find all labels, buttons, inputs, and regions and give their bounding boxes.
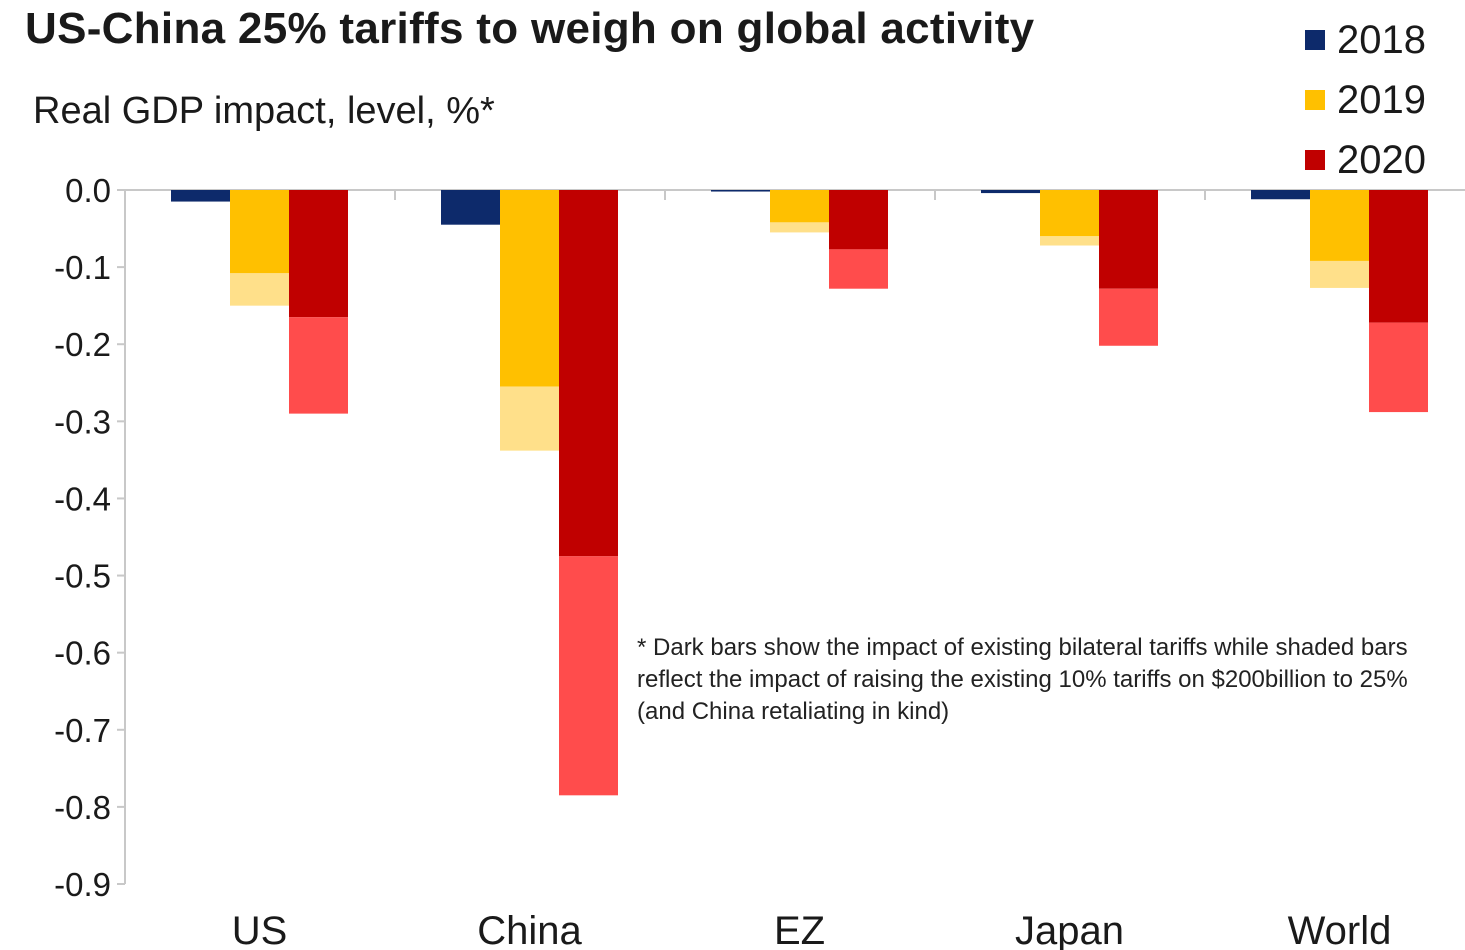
bar-2018-world-existing [1251,190,1310,200]
bar-2020-china-shaded [559,556,618,796]
chart-bars [171,190,1428,796]
bar-2019-ez-shaded [770,222,829,233]
bar-2020-ez-existing [829,190,888,250]
bar-2019-us-shaded [230,273,289,306]
y-tick-label: -0.6 [54,635,111,672]
bar-2020-us-shaded [289,317,348,414]
y-tick-label: -0.2 [54,326,111,363]
bar-2020-us-existing [289,190,348,318]
chart-legend: 2018 2019 2020 [1305,10,1426,190]
x-tick-label: EZ [774,909,825,950]
bar-2018-ez-existing [711,190,770,192]
bar-2019-japan-existing [1040,190,1099,237]
bar-2019-ez-existing [770,190,829,223]
y-tick-label: -0.1 [54,249,111,286]
legend-item-2019: 2019 [1305,70,1426,130]
chart-title: US-China 25% tariffs to weigh on global … [25,4,1035,53]
x-tick-label: World [1288,909,1392,950]
legend-label-2018: 2018 [1337,17,1426,62]
y-tick-label: -0.3 [54,403,111,440]
legend-item-2020: 2020 [1305,130,1426,190]
legend-label-2020: 2020 [1337,137,1426,182]
bar-2020-japan-existing [1099,190,1158,289]
bar-2018-us-existing [171,190,230,202]
legend-label-2019: 2019 [1337,77,1426,122]
bar-2020-ez-shaded [829,249,888,289]
bar-2020-japan-shaded [1099,288,1158,346]
y-tick-label: -0.9 [54,866,111,903]
bar-2019-world-existing [1310,190,1369,261]
y-tick-label: -0.7 [54,712,111,749]
bar-2018-japan-existing [981,190,1040,194]
legend-swatch-2018 [1305,30,1325,50]
y-tick-label: -0.8 [54,789,111,826]
chart-subtitle: Real GDP impact, level, %* [33,90,495,132]
x-tick-label: Japan [1015,909,1124,950]
x-tick-label: China [477,909,582,950]
legend-item-2018: 2018 [1305,10,1426,70]
legend-swatch-2019 [1305,90,1325,110]
x-tick-label: US [232,909,288,950]
y-tick-label: -0.4 [54,480,111,517]
chart-footnote: * Dark bars show the impact of existing … [637,634,1408,725]
bar-2020-world-existing [1369,190,1428,323]
bar-2019-world-shaded [1310,260,1369,288]
legend-swatch-2020 [1305,150,1325,170]
bar-2019-us-existing [230,190,289,274]
chart-labels: 0.0 -0.1 -0.2 -0.3 -0.4 -0.5 -0.6 -0.7 -0.8 -0.9 U… [54,172,1391,950]
bar-2020-china-existing [559,190,618,557]
bar-2019-china-shaded [500,386,559,451]
bar-2018-china-existing [441,190,500,225]
bar-2019-japan-shaded [1040,236,1099,246]
bar-2020-world-shaded [1369,322,1428,413]
bar-2019-china-existing [500,190,559,387]
y-tick-label: -0.5 [54,558,111,595]
y-tick-label: 0.0 [65,172,111,209]
